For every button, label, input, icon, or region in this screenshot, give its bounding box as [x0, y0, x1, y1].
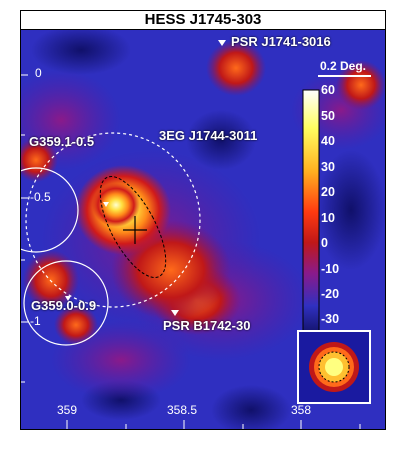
- cbar-tick-30: 30: [321, 160, 335, 174]
- cbar-tick-50: 50: [321, 109, 335, 123]
- figure-title: HESS J1745-303: [20, 10, 386, 29]
- snr-g359.1-marker: [103, 202, 109, 207]
- snr-g359.0-marker: [65, 296, 71, 301]
- position-error-ellipse: [99, 175, 167, 279]
- psr-j1741-marker: [218, 40, 226, 46]
- x-tick-358: 358: [291, 403, 312, 417]
- cbar-tick-40: 40: [321, 134, 335, 148]
- snr-g359.1-circle: [21, 167, 79, 253]
- significance-map: PSR J1741-3016 3EG J1744-3011 G359.1-0.5…: [20, 29, 386, 430]
- psf-inset: [297, 330, 371, 404]
- x-tick-359: 359: [57, 403, 78, 417]
- cbar-tick-10: 10: [321, 211, 335, 225]
- psr-j1741-label: PSR J1741-3016: [231, 34, 331, 49]
- cbar-tick-minus-30: -30: [321, 312, 340, 326]
- map-graphic: [21, 30, 385, 429]
- snr-g359.0-label: G359.0-0.9: [31, 298, 97, 313]
- snr-g359.1-label: G359.1-0.5: [29, 134, 95, 149]
- y-tick-minus-0.5: -0.5: [30, 190, 51, 204]
- egret-error-circle: [25, 132, 201, 308]
- cbar-tick-0: 0: [321, 236, 328, 250]
- cbar-tick-minus-10: -10: [321, 262, 340, 276]
- cbar-tick-minus-20: -20: [321, 287, 340, 301]
- egret-source-label: 3EG J1744-3011: [159, 128, 258, 143]
- psr-b1742-marker: [171, 310, 179, 316]
- snr-g359.0-circle: [23, 260, 109, 346]
- psr-b1742-label: PSR B1742-30: [163, 318, 251, 333]
- y-tick-minus-1: -1: [30, 314, 41, 328]
- cbar-tick-60: 60: [321, 83, 335, 97]
- scale-bar: [318, 75, 371, 77]
- scale-bar-label: 0.2 Deg.: [320, 59, 367, 73]
- y-tick-0: 0: [35, 66, 42, 80]
- x-tick-358.5: 358.5: [167, 403, 198, 417]
- cbar-tick-20: 20: [321, 185, 335, 199]
